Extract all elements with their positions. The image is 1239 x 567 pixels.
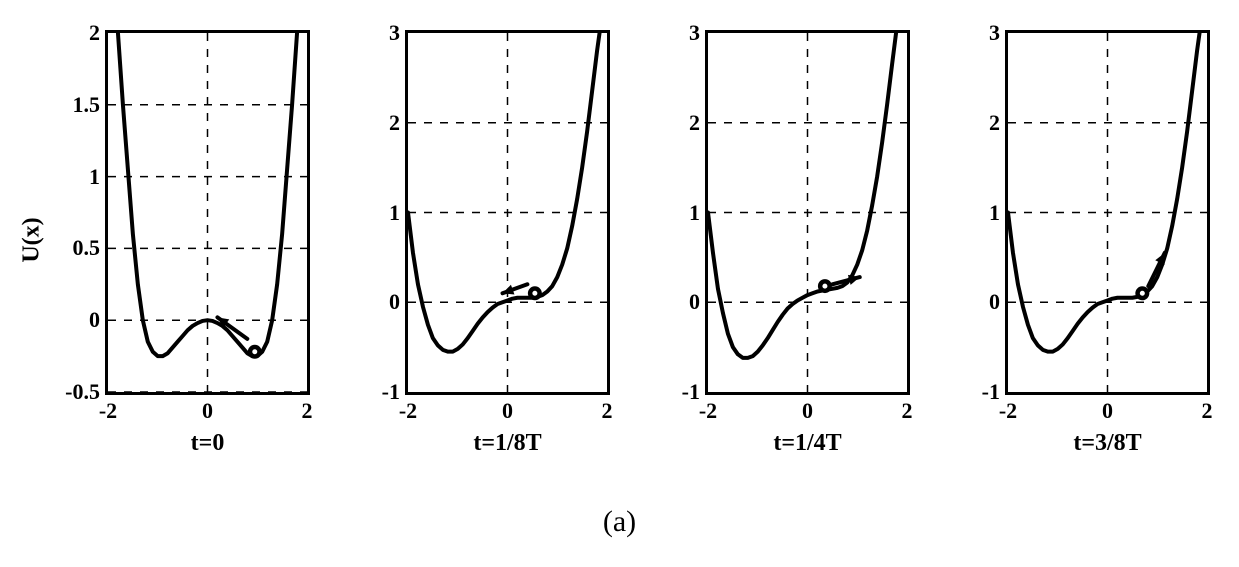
panel-t0: U(x) t=0 -0.500.511.52-202 xyxy=(40,20,320,460)
y-tick-label: -1 xyxy=(382,379,400,405)
y-tick-label: 0 xyxy=(89,307,100,333)
y-tick-label: 1 xyxy=(689,200,700,226)
x-tick-label: -2 xyxy=(399,398,417,424)
y-tick-label: 1 xyxy=(989,200,1000,226)
y-tick-label: -0.5 xyxy=(65,379,100,405)
y-tick-label: 0 xyxy=(989,289,1000,315)
x-tick-label: 2 xyxy=(1202,398,1213,424)
x-tick-label: 0 xyxy=(1102,398,1113,424)
x-tick-label: 0 xyxy=(502,398,513,424)
plot-area xyxy=(405,30,610,395)
x-axis-label: t=3/8T xyxy=(1005,430,1210,457)
x-axis-label: t=1/4T xyxy=(705,430,910,457)
x-tick-label: -2 xyxy=(99,398,117,424)
x-tick-label: 2 xyxy=(602,398,613,424)
figure: U(x) t=0 -0.5 0 0.5 1 1.5 2 -2 0 2 t=1/8T -1 0 1 2 3… xyxy=(0,0,1239,567)
y-tick-label: 2 xyxy=(89,20,100,46)
plot-area xyxy=(705,30,910,395)
x-axis-label: t=1/8T xyxy=(405,430,610,457)
y-tick-label: 3 xyxy=(989,20,1000,46)
y-tick-label: -1 xyxy=(982,379,1000,405)
x-tick-label: -2 xyxy=(999,398,1017,424)
y-tick-label: 1.5 xyxy=(73,92,101,118)
y-tick-label: 3 xyxy=(389,20,400,46)
y-axis-label: U(x) xyxy=(19,217,46,262)
y-tick-label: 2 xyxy=(989,110,1000,136)
y-tick-label: 2 xyxy=(689,110,700,136)
y-tick-label: -1 xyxy=(682,379,700,405)
x-axis-label: t=0 xyxy=(105,430,310,457)
x-tick-label: 2 xyxy=(302,398,313,424)
chart-svg xyxy=(108,33,307,392)
panel-row: U(x) t=0 -0.500.511.52-202 t=1/8T -10123… xyxy=(40,20,1220,460)
x-tick-label: 2 xyxy=(902,398,913,424)
chart-svg xyxy=(708,33,907,392)
panel-t1-8: t=1/8T -1 0 1 2 3 -2 0 2 xyxy=(340,20,620,460)
chart-svg xyxy=(1008,33,1207,392)
y-tick-label: 0.5 xyxy=(73,235,101,261)
chart-svg xyxy=(408,33,607,392)
y-tick-label: 3 xyxy=(689,20,700,46)
x-tick-label: 0 xyxy=(202,398,213,424)
y-tick-label: 1 xyxy=(89,164,100,190)
y-tick-label: 0 xyxy=(389,289,400,315)
y-tick-label: 2 xyxy=(389,110,400,136)
y-tick-label: 0 xyxy=(689,289,700,315)
panel-t1-4: t=1/4T -1 0 1 2 3 -2 0 2 xyxy=(640,20,920,460)
x-tick-label: 0 xyxy=(802,398,813,424)
panel-t3-8: t=3/8T -1 0 1 2 3 -2 0 2 xyxy=(940,20,1220,460)
plot-area xyxy=(105,30,310,395)
figure-caption: (a) xyxy=(0,505,1239,539)
y-tick-label: 1 xyxy=(389,200,400,226)
plot-area xyxy=(1005,30,1210,395)
x-tick-label: -2 xyxy=(699,398,717,424)
